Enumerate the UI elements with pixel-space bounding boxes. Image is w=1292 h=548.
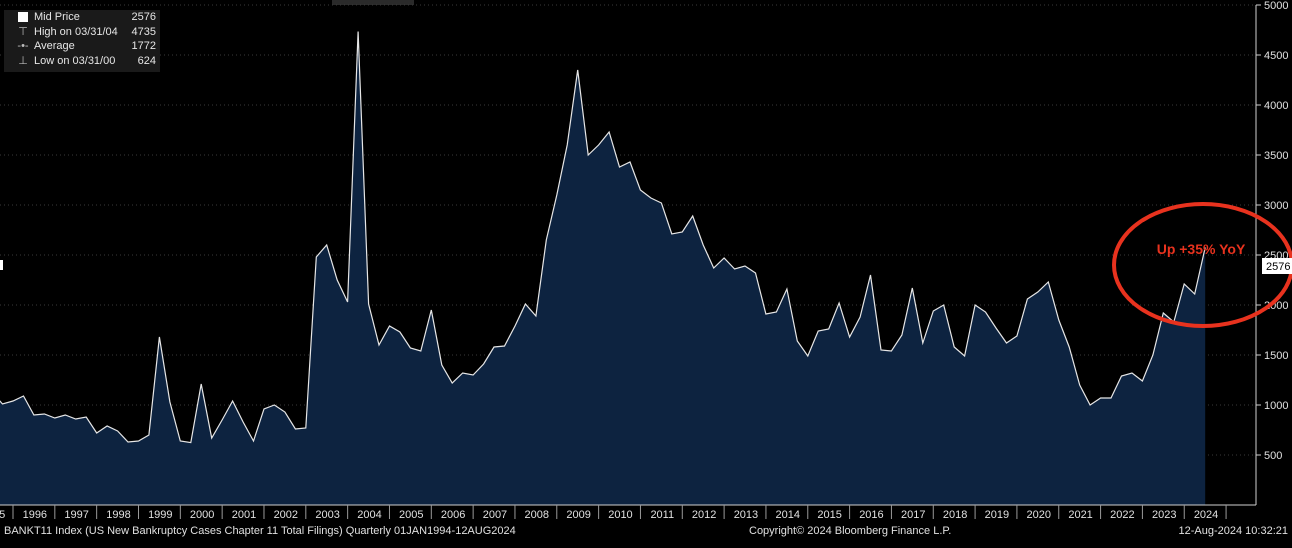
- footer-security-info: BANKT11 Index (US New Bankruptcy Cases C…: [4, 525, 516, 537]
- legend-value: 2576: [131, 11, 156, 23]
- last-value-text: 2576: [1266, 261, 1290, 273]
- footer-copyright: Copyright© 2024 Bloomberg Finance L.P.: [749, 525, 952, 537]
- legend-label: High on 03/31/04: [34, 25, 118, 38]
- x-tick-label: 1997: [64, 509, 88, 521]
- series-area: [0, 31, 1206, 505]
- y-tick-label: 5000: [1264, 0, 1288, 12]
- x-tick-label: 2001: [232, 509, 256, 521]
- x-tick-label: 2017: [901, 509, 925, 521]
- x-axis: 1995 1996 1997 1998 1999 2000 2001 2002 2003 2004…: [0, 504, 1256, 521]
- y-tick-label: 4500: [1264, 50, 1288, 62]
- square-icon: [18, 12, 28, 22]
- last-value-tag: 2576: [1262, 258, 1292, 274]
- annotation-text: Up +35% YoY: [1157, 241, 1246, 257]
- x-tick-label: 2012: [692, 509, 716, 521]
- footer: BANKT11 Index (US New Bankruptcy Cases C…: [0, 522, 1292, 548]
- highlight-circle: [1112, 202, 1292, 328]
- y-tick-label: 3000: [1264, 200, 1288, 212]
- x-tick-label: 2007: [483, 509, 507, 521]
- y-tick-label: 500: [1264, 450, 1282, 462]
- legend-value: 624: [137, 54, 156, 67]
- x-tick-label: 2018: [943, 509, 967, 521]
- x-tick-label: 2020: [1027, 509, 1051, 521]
- footer-timestamp: 12-Aug-2024 10:32:21: [1178, 525, 1288, 537]
- x-tick-label: 1995: [0, 509, 5, 521]
- legend-label: Low on 03/31/00: [34, 54, 116, 67]
- x-tick-label: 1998: [106, 509, 130, 521]
- x-tick-label: 2000: [190, 509, 214, 521]
- x-tick-label: 2010: [608, 509, 632, 521]
- x-tick-label: 1999: [148, 509, 172, 521]
- x-tick-label: 2016: [859, 509, 883, 521]
- legend-value: 4735: [131, 25, 156, 38]
- x-tick-label: 2002: [274, 509, 298, 521]
- legend-item-low: ⊥ Low on 03/31/00 624: [4, 54, 160, 69]
- legend-item-average: -•- Average 1772: [4, 39, 160, 54]
- x-tick-label: 2009: [566, 509, 590, 521]
- x-tick-label: 2014: [776, 509, 800, 521]
- legend: Mid Price 2576 ⊤ High on 03/31/04 4735 -…: [4, 10, 160, 72]
- x-tick-label: 2021: [1068, 509, 1092, 521]
- x-tick-label: 2015: [817, 509, 841, 521]
- x-tick-label: 1996: [23, 509, 47, 521]
- x-tick-label: 2024: [1194, 509, 1218, 521]
- top-tab-handle[interactable]: [332, 0, 414, 5]
- x-tick-label: 2023: [1152, 509, 1176, 521]
- y-tick-label: 4000: [1264, 100, 1288, 112]
- x-tick-label: 2006: [441, 509, 465, 521]
- legend-label: Mid Price: [34, 11, 80, 23]
- x-tick-label: 2003: [315, 509, 339, 521]
- legend-label: Average: [34, 40, 75, 52]
- x-tick-label: 2019: [985, 509, 1009, 521]
- x-tick-label: 2011: [650, 509, 674, 521]
- y-tick-label: 1000: [1264, 400, 1288, 412]
- legend-item-mid-price: Mid Price 2576: [4, 10, 160, 25]
- x-tick-label: 2005: [399, 509, 423, 521]
- x-tick-label: 2008: [525, 509, 549, 521]
- left-edge-marker: [0, 260, 3, 270]
- legend-value: 1772: [131, 40, 156, 52]
- x-tick-label: 2013: [734, 509, 758, 521]
- legend-item-high: ⊤ High on 03/31/04 4735: [4, 25, 160, 40]
- high-marker-icon: ⊤: [18, 25, 28, 38]
- y-tick-label: 1500: [1264, 350, 1288, 362]
- x-tick-label: 2022: [1110, 509, 1134, 521]
- series-line: [0, 31, 1206, 444]
- low-marker-icon: ⊥: [18, 54, 28, 67]
- y-tick-label: 3500: [1264, 150, 1288, 162]
- x-tick-label: 2004: [357, 509, 381, 521]
- average-marker-icon: -•-: [17, 40, 29, 52]
